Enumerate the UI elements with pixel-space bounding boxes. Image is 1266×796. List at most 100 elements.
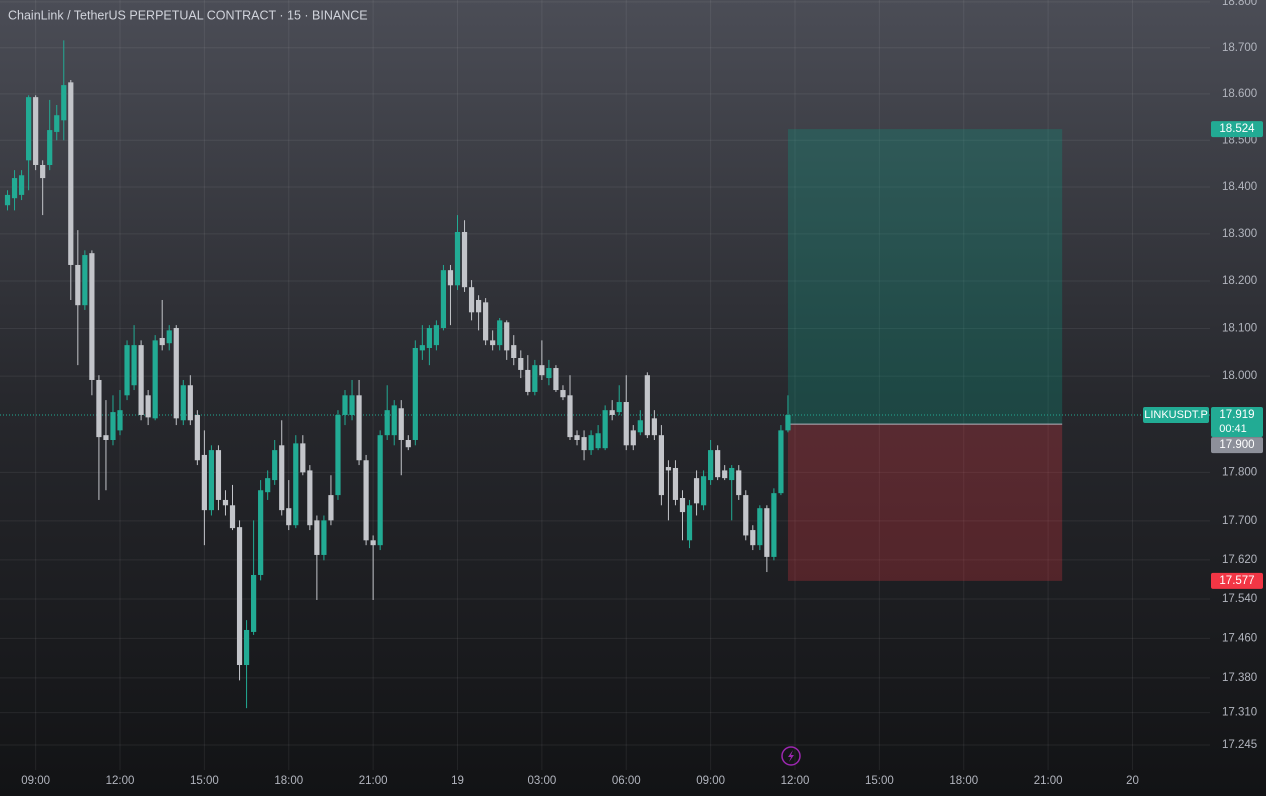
candle-body <box>574 435 580 440</box>
candle-body <box>398 408 404 440</box>
candle-body <box>736 470 742 496</box>
y-tick-label: 17.245 <box>1222 739 1257 751</box>
target-label: 18.524 <box>1219 123 1255 135</box>
candle-body <box>26 97 32 161</box>
candle-body <box>475 299 482 313</box>
candle-body <box>391 405 397 436</box>
replay-icon <box>781 746 801 766</box>
candle-body <box>785 414 791 431</box>
x-tick-label: 12:00 <box>781 775 810 787</box>
candle-body <box>440 270 447 328</box>
candle-body <box>567 395 573 438</box>
y-tick-label: 18.200 <box>1222 275 1257 287</box>
x-tick-label: 21:00 <box>1034 775 1063 787</box>
stop-label: 17.577 <box>1219 575 1254 587</box>
y-tick-label: 17.380 <box>1222 672 1257 684</box>
candle-body <box>412 347 418 440</box>
candle-body <box>356 395 362 461</box>
candle-body <box>454 231 461 286</box>
candle-body <box>272 450 278 481</box>
candle-body <box>33 97 39 165</box>
candle-body <box>300 443 306 473</box>
candle-body <box>743 495 749 536</box>
x-tick-label: 18:00 <box>949 775 978 787</box>
candle-body <box>229 505 236 529</box>
y-tick-label: 18.500 <box>1222 134 1257 146</box>
y-tick-label: 18.000 <box>1222 370 1257 382</box>
stop-label-bg <box>1211 572 1263 589</box>
x-tick-label: 06:00 <box>612 775 641 787</box>
symbol-tag-bg <box>1143 406 1209 423</box>
y-tick-label: 17.700 <box>1222 515 1257 527</box>
y-tick-label: 18.800 <box>1222 0 1257 8</box>
candle-body <box>110 412 116 440</box>
candle-body <box>630 430 636 446</box>
candle-body <box>222 499 229 506</box>
candle-body <box>461 231 468 288</box>
candle-body <box>546 368 552 379</box>
x-tick-label: 09:00 <box>696 775 725 787</box>
candle-body <box>426 327 432 348</box>
x-tick-label: 15:00 <box>190 775 219 787</box>
candle-body <box>349 395 355 415</box>
target-label-bg <box>1211 121 1263 138</box>
chart-title: ChainLink / TetherUS PERPETUAL CONTRACT … <box>8 8 368 22</box>
candle-body <box>700 476 707 506</box>
candle-body <box>117 410 123 431</box>
candle-body <box>11 178 18 199</box>
candle-body <box>686 505 693 541</box>
y-tick-label: 18.300 <box>1222 228 1257 240</box>
candle-body <box>68 82 74 265</box>
candle-body <box>504 322 510 351</box>
candle-body <box>468 287 475 313</box>
candle-body <box>377 435 383 546</box>
candle-body <box>588 435 594 451</box>
entry-label-bg <box>1211 437 1263 454</box>
plot-area <box>0 40 1210 709</box>
candle-body <box>166 330 172 344</box>
y-tick-label: 18.600 <box>1222 88 1257 100</box>
candle-body <box>693 478 700 504</box>
countdown-label: 00:41 <box>1219 423 1247 435</box>
stop-zone <box>787 424 1063 581</box>
candle-body <box>778 430 784 494</box>
candle-body <box>553 368 559 391</box>
candle-body <box>532 365 538 392</box>
candle-body <box>173 327 179 419</box>
x-tick-label: 20 <box>1126 775 1139 787</box>
candle-body <box>419 345 425 351</box>
candle-body <box>560 390 566 398</box>
candle-body <box>328 495 334 521</box>
candle-body <box>539 365 545 376</box>
y-tick-label: 17.460 <box>1222 632 1257 644</box>
candle-body <box>623 402 629 446</box>
candle-body <box>159 337 165 346</box>
axes: 18.800 18.700 18.600 18.500 18.400 18.300 18.2… <box>21 0 1263 787</box>
candle-body <box>131 345 137 386</box>
candle-body <box>595 433 601 449</box>
y-tick-label: 18.400 <box>1222 181 1257 193</box>
grid <box>0 0 1210 770</box>
candle-body <box>637 420 643 433</box>
x-tick-label: 12:00 <box>106 775 135 787</box>
candle-body <box>405 439 411 448</box>
candle-body <box>342 395 348 415</box>
candle-body <box>715 450 721 478</box>
candle-body <box>124 345 130 396</box>
candle-body <box>208 450 215 511</box>
candle-body <box>771 493 777 557</box>
candle-body <box>757 508 763 546</box>
symbol-label: LINKUSDT.P <box>1144 409 1208 421</box>
candle-body <box>658 435 664 496</box>
candle-body <box>370 540 376 546</box>
candle-body <box>258 490 264 575</box>
candle-body <box>335 414 341 496</box>
candle-body <box>729 467 735 481</box>
entry-label: 17.900 <box>1219 439 1254 451</box>
candle-body <box>651 418 657 436</box>
candle-body <box>103 435 109 440</box>
candle-body <box>708 450 714 481</box>
candle-body <box>602 410 608 449</box>
